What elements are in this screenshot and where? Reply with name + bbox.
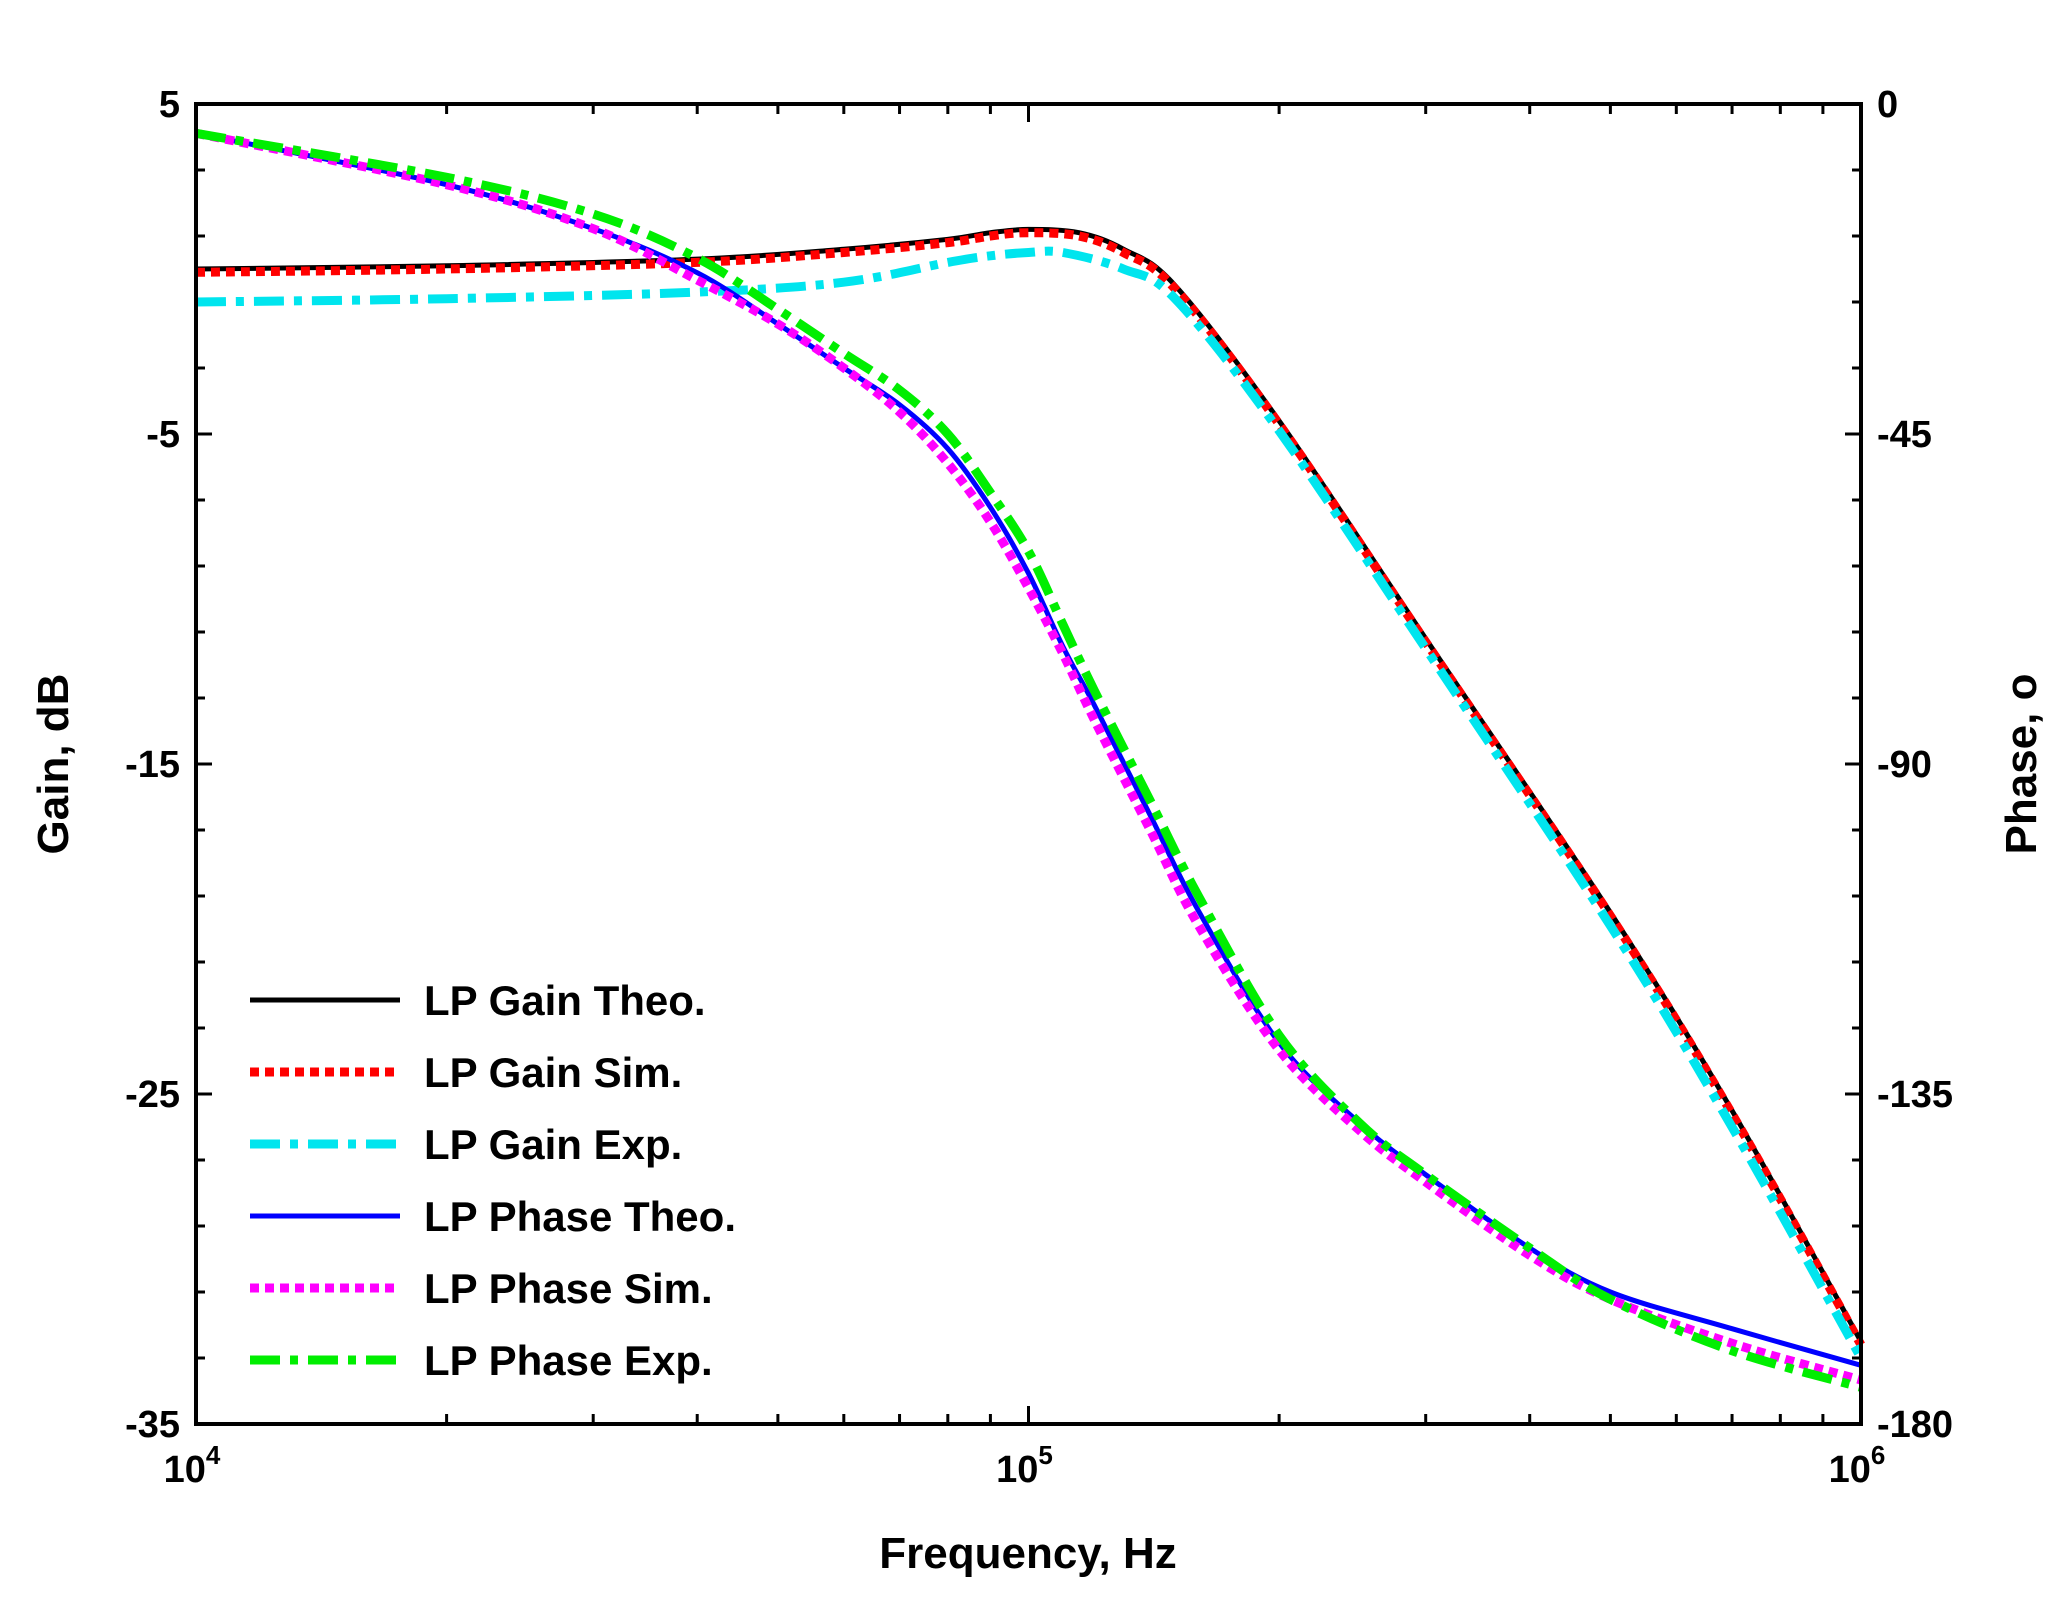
y-tick-label: -35 <box>125 1404 180 1446</box>
legend-label-3: LP Gain Exp. <box>424 1121 682 1168</box>
x-tick-label: 106 <box>1829 1440 1886 1491</box>
legend: LP Gain Theo. LP Gain Sim. LP Gain Exp. LP … <box>250 977 736 1384</box>
tick-labels: 5 -5 -15 -25 -35 0 -45 -90 -135 -180 104 105 106 <box>125 84 1953 1491</box>
y-tick-label: -25 <box>125 1074 180 1116</box>
x-tick-label: 105 <box>996 1440 1053 1491</box>
y2-axis-title: Phase, o <box>1997 674 2046 855</box>
legend-label-2: LP Gain Sim. <box>424 1049 682 1096</box>
legend-label-5: LP Phase Sim. <box>424 1265 713 1312</box>
plot-frame <box>194 102 1863 1426</box>
y2-tick-label: 0 <box>1877 84 1898 126</box>
x-axis-title: Frequency, Hz <box>879 1529 1176 1578</box>
series-line-6 <box>195 128 1863 1392</box>
x-tick-label: 104 <box>164 1440 221 1491</box>
y2-tick-label: -135 <box>1877 1074 1953 1116</box>
series-lines <box>195 128 1865 1392</box>
y-axis-title: Gain, dB <box>29 674 78 855</box>
series-line-5 <box>195 128 1863 1385</box>
y-tick-label: -15 <box>125 744 180 786</box>
series-line-2 <box>195 228 1865 1347</box>
y-tick-label: -5 <box>146 414 180 456</box>
series-line-3 <box>195 246 1865 1361</box>
legend-label-4: LP Phase Theo. <box>424 1193 736 1240</box>
y2-tick-label: -180 <box>1877 1404 1953 1446</box>
y2-tick-label: -45 <box>1877 414 1932 456</box>
y2-tick-label: -90 <box>1877 744 1932 786</box>
y-tick-label: 5 <box>159 84 180 126</box>
legend-label-6: LP Phase Exp. <box>424 1337 713 1384</box>
legend-label-1: LP Gain Theo. <box>424 977 706 1024</box>
